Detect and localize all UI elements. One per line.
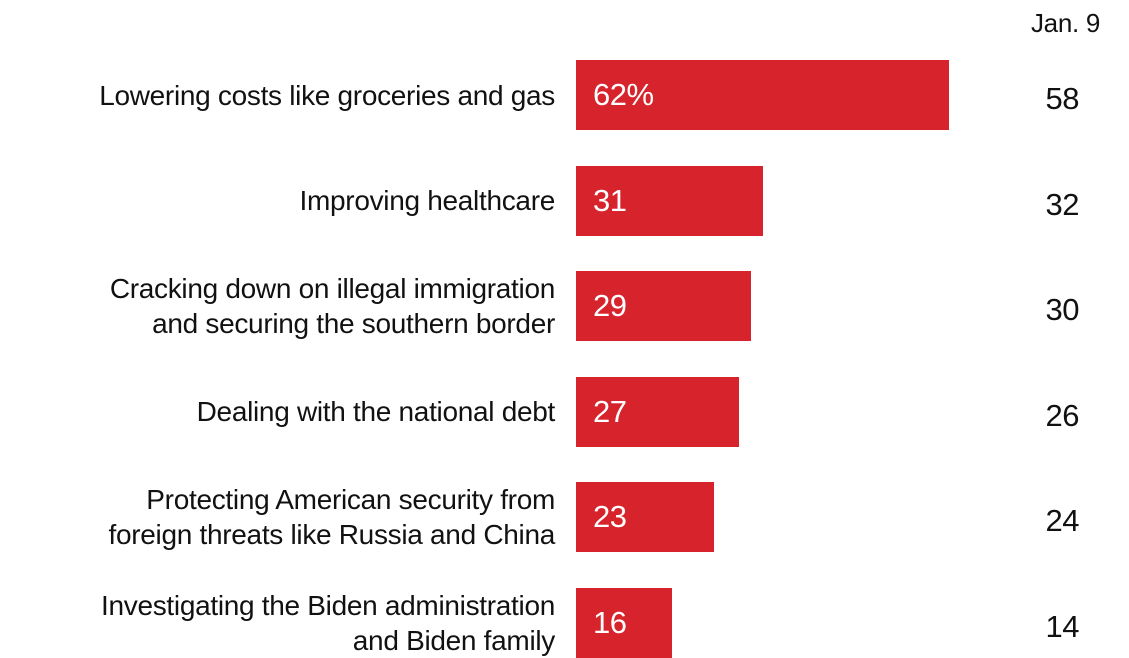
bar-value-label: 23 [593, 499, 627, 535]
chart-row: Investigating the Biden administration an… [0, 588, 1129, 658]
bar: 27 [576, 376, 739, 447]
bar: 23 [576, 482, 714, 553]
category-label: Dealing with the national debt [196, 396, 556, 428]
chart-row: Protecting American security from foreign… [0, 482, 1129, 553]
bar-value-label: 31 [593, 182, 627, 218]
chart-row: Lowering costs like groceries and gas 62%… [0, 60, 1129, 130]
bar-value-label: 62% [593, 77, 654, 112]
comparison-value: 58 [1045, 81, 1080, 116]
bar-value-label: 27 [593, 393, 627, 429]
bar: 31 [576, 165, 763, 236]
category-label: Cracking down on illegal immigration and … [109, 273, 555, 340]
chart-row: Cracking down on illegal immigration and … [0, 271, 1129, 342]
bar: 62% [576, 60, 949, 130]
chart-row: Dealing with the national debt 27 26 [0, 376, 1129, 447]
category-label: Investigating the Biden administration an… [101, 590, 555, 656]
chart-row: Improving healthcare 31 32 [0, 165, 1129, 236]
comparison-value: 26 [1045, 397, 1080, 433]
comparison-value: 14 [1045, 609, 1080, 644]
bar: 16 [576, 588, 672, 658]
comparison-column-header: Jan. 9 [1030, 8, 1100, 38]
bar-value-label: 16 [593, 605, 627, 640]
category-label: Lowering costs like groceries and gas [99, 79, 555, 111]
comparison-value: 32 [1045, 186, 1080, 222]
bar: 29 [576, 271, 751, 342]
comparison-value: 30 [1045, 292, 1080, 328]
comparison-value: 24 [1045, 503, 1080, 539]
category-label: Protecting American security from foreign… [108, 484, 556, 551]
bar-value-label: 29 [593, 288, 627, 324]
category-label: Improving healthcare [299, 185, 556, 217]
